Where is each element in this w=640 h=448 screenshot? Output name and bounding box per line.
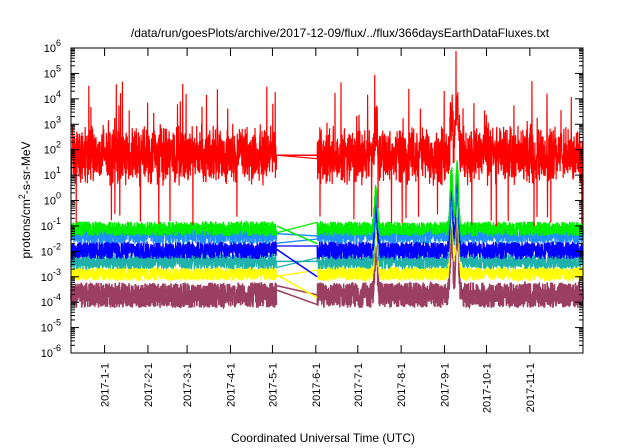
series-3-line-before-gap [70,239,278,261]
y-tick-label: 102 [44,140,61,157]
series-5-gap-connector [276,274,318,299]
x-tick-label: 2017-2-1 [143,363,155,407]
y-tick-label: 106 [44,38,61,55]
data-layer [70,50,584,310]
series-6-gap-connector [276,289,318,306]
y-tick-label: 10-4 [41,292,61,309]
series-6-line-before-gap [70,281,278,310]
series-1-line-after-gap [276,160,584,238]
y-tick-label: 10-2 [41,241,61,258]
series-0-line-after-gap [276,50,584,227]
x-tick-label: 2017-6-1 [311,363,323,407]
frame-layer [70,47,584,354]
series-1-line-before-gap [70,219,278,238]
y-tick-label: 105 [44,63,61,80]
x-tick-label: 2017-10-1 [482,363,494,413]
series-1 [70,160,584,245]
x-tick-label: 2017-9-1 [440,363,452,407]
x-tick-label: 2017-11-1 [525,363,537,412]
y-tick-label: 10-5 [41,318,61,335]
plot-frame [70,47,584,354]
series-0 [70,50,584,227]
series-5-line-before-gap [70,264,278,281]
tick-layer: 10-6 10-5 10-4 10-3 10-2 10-1 100 101 102 103 104 1… [41,38,583,413]
series-6-line-after-gap [276,217,584,310]
series-6 [70,217,584,310]
chart-title: /data/run/goesPlots/archive/2017-12-09/f… [131,26,550,40]
y-tick-label: 103 [44,114,61,131]
y-tick-label: 10-3 [41,267,61,284]
y-axis-label: protons/cm2-s-sr-MeV [17,141,33,258]
x-tick-label: 2017-8-1 [396,363,408,407]
y-tick-label: 10-1 [41,216,61,233]
x-tick-label: 2017-5-1 [267,363,279,407]
series-1-gap-connector [276,225,318,245]
y-tick-label: 10-6 [41,343,61,360]
y-tick-label: 104 [44,89,61,106]
x-tick-label: 2017-3-1 [182,363,194,407]
x-axis-label: Coordinated Universal Time (UTC) [231,431,415,445]
y-tick-label: 101 [44,165,61,182]
series-3-gap-connector [276,248,318,278]
x-tick-label: 2017-4-1 [226,363,238,407]
x-tick-label: 2017-1-1 [100,363,112,407]
x-tick-label: 2017-7-1 [353,363,365,407]
series-0-line-before-gap [70,81,278,225]
y-tick-label: 100 [44,191,61,208]
